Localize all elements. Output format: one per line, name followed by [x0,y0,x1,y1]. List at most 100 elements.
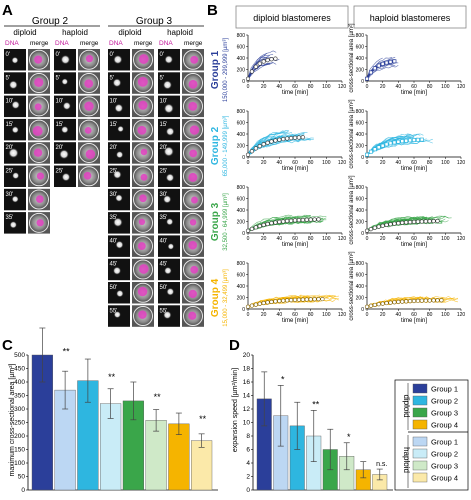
y-tick-label: 0 [361,231,364,237]
significance-marker: ** [108,372,116,382]
legend-swatch-haploid [412,448,428,459]
mean-marker [376,145,381,150]
mean-marker [376,63,381,68]
dna-signal [166,218,174,226]
mean-marker [368,303,374,308]
dna-signal [60,54,71,65]
merged-dna-signal [36,219,44,227]
mean-marker [249,226,255,231]
mean-marker [388,222,393,227]
merge-column-label: merge [80,40,99,47]
y-tick-label: 50 [18,474,26,481]
y-tick-label: 0 [242,79,245,85]
mean-marker [265,140,270,145]
y-tick-label: 800 [237,109,246,115]
y-tick-label: 400 [356,132,365,138]
growth-curve [366,140,433,155]
mean-marker [285,218,290,224]
growth-curve [366,216,424,230]
mean-marker [249,303,255,308]
y-tick-label: 0 [246,487,250,494]
mean-marker [269,57,274,62]
col-header-diploid [235,5,349,29]
merged-dna-signal [138,264,149,274]
mean-marker [400,139,405,144]
mean-marker [419,219,424,224]
mean-marker [431,298,436,303]
mean-marker [304,297,309,302]
mean-marker [396,221,401,226]
legend-swatch-diploid [412,407,428,418]
dna-signal [165,127,175,136]
x-tick-label: 80 [308,84,314,90]
x-tick-label: 40 [396,84,402,90]
group-volume-range: 15,000 - 32,499 [µm³] [223,269,229,327]
mean-marker [288,218,294,223]
y-tick-label: 400 [356,56,365,62]
x-axis-label: time [min] [401,318,427,324]
group2-haploid-label: haploid [62,28,88,37]
y-tick-label: 600 [356,196,365,202]
mean-marker [269,139,274,144]
x-tick-label: 40 [396,312,402,318]
y-tick-label: 400 [237,208,246,214]
dna-signal [8,80,18,90]
y-tick-label: 14 [243,393,251,400]
legend-swatch-diploid [412,395,428,406]
significance-marker: * [281,374,285,384]
mean-marker [431,219,436,224]
mean-marker [312,217,317,222]
dna-signal [113,311,121,319]
x-tick-label: 60 [411,84,417,90]
mean-marker [380,143,385,148]
time-label: 25' [160,169,168,175]
x-tick-label: 80 [427,84,433,90]
x-tick-label: 120 [338,160,347,166]
mean-marker [261,59,266,64]
time-label: 35' [6,215,14,221]
dna-signal [112,266,122,275]
panel-d-bar-chart: expansion speed [µm²/min] 0 2 4 6 8 10 12 14 16 1… [232,352,469,494]
panel-letter-a: A [2,2,13,19]
legend-label: Group 2 [431,397,458,406]
col-header-haploid [353,5,467,29]
mean-marker [384,222,389,228]
mean-marker [415,137,420,142]
y-tick-label: 200 [356,219,365,225]
x-tick-label: 40 [396,160,402,166]
mean-marker [365,152,369,157]
mean-marker [300,135,305,140]
merged-dna-signal [190,55,199,64]
group3-haploid-label: haploid [167,28,193,37]
legend-swatch-haploid [412,460,428,471]
time-label: 15' [160,122,168,128]
dna-signal [62,101,71,110]
growth-curve [366,217,418,231]
dna-column-label: DNA [159,40,173,47]
mean-marker [435,298,440,303]
y-tick-label: 10 [243,420,251,427]
y-tick-label: 450 [14,366,25,373]
mean-marker [372,66,377,71]
dna-signal [162,80,173,90]
time-label: 25' [110,169,118,175]
x-tick-label: 20 [261,84,267,90]
merged-dna-signal [189,149,198,158]
x-tick-label: 40 [396,236,402,242]
y-tick-label: 350 [14,393,25,400]
y-tick-label: 800 [356,109,365,115]
x-tick-label: 40 [277,312,283,318]
significance-marker: ** [63,347,71,357]
dna-signal [115,194,123,202]
merged-dna-signal [34,77,44,88]
dna-signal [112,78,122,88]
mean-marker [277,298,282,304]
y-tick-label: 400 [237,132,246,138]
mean-marker [288,136,294,141]
merged-dna-signal [138,100,148,110]
dna-signal [164,55,174,64]
mean-marker [392,59,397,64]
x-tick-label: 120 [338,84,347,90]
mean-marker [415,298,421,303]
